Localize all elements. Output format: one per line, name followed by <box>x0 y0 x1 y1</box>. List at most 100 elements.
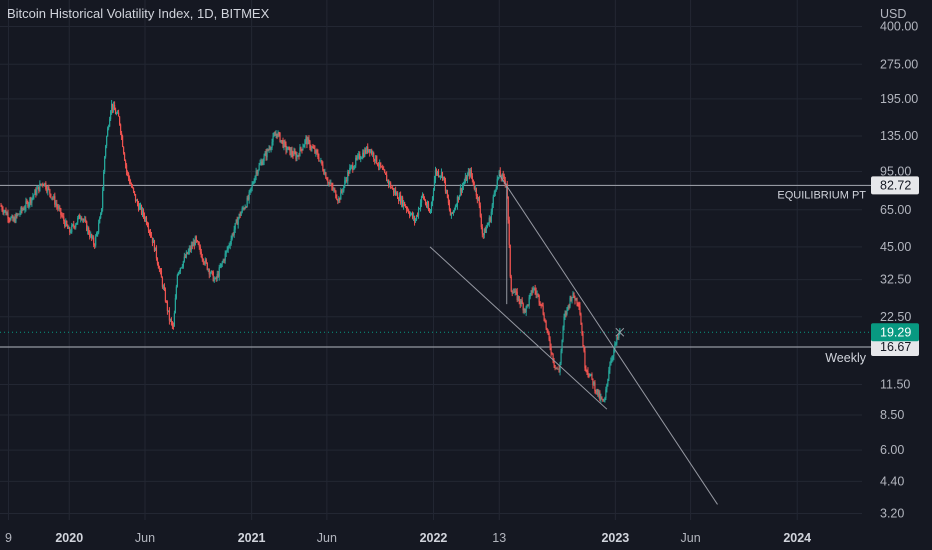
candle-body <box>22 209 24 211</box>
candle-body <box>573 292 575 298</box>
y-tick-label: 11.50 <box>880 377 910 391</box>
candle-body <box>336 197 338 200</box>
time-axis[interactable]: 9 2020 Jun 2021 Jun 2022 13 2023 Jun 2024 <box>5 531 811 545</box>
candle-body <box>563 316 565 328</box>
candle-body <box>496 178 498 188</box>
candle-body <box>516 291 518 301</box>
candle-body <box>268 148 270 151</box>
candle-body <box>12 216 14 221</box>
candle-body <box>312 146 314 148</box>
candle-body <box>596 388 598 392</box>
candle-body <box>236 219 238 225</box>
candle-body <box>452 210 455 214</box>
candle-body <box>527 304 529 306</box>
candle-body <box>82 219 84 221</box>
candle-body <box>183 256 185 262</box>
candle-body <box>96 232 98 237</box>
candle-body <box>154 247 157 251</box>
candle-body <box>202 259 204 263</box>
candle-body <box>137 204 140 210</box>
candle-body <box>390 182 392 188</box>
candle-body <box>396 192 398 195</box>
candle-body <box>308 138 310 142</box>
candle-body <box>171 322 173 326</box>
candle-body <box>430 202 433 212</box>
candle-body <box>560 350 562 364</box>
candle-body <box>611 358 613 361</box>
candle-body <box>153 240 156 251</box>
x-tick-label: Jun <box>317 531 337 545</box>
candle-body <box>465 176 467 181</box>
candle-body <box>542 305 544 315</box>
candle-body <box>401 197 404 207</box>
candle-body <box>597 388 599 396</box>
candle-body <box>449 209 452 216</box>
candle-body <box>291 150 293 155</box>
candle-body <box>159 269 162 271</box>
candle-body <box>272 136 274 142</box>
candle-body <box>246 197 248 208</box>
candle-body <box>3 210 5 213</box>
candle-body <box>222 259 224 263</box>
candle-body <box>259 163 261 165</box>
candle-body <box>493 192 495 197</box>
candle-body <box>106 136 108 146</box>
candle-body <box>492 196 494 205</box>
candle-body <box>524 308 526 313</box>
candle-body <box>138 206 141 210</box>
candle-body <box>410 213 413 214</box>
candle-body <box>233 229 235 235</box>
level-price-tag <box>871 338 919 357</box>
candle-body <box>421 194 424 197</box>
candle-body <box>287 147 289 150</box>
last-price-tag-label: 19.29 <box>880 325 911 339</box>
candle-body <box>231 234 233 239</box>
y-tick-label: 45.00 <box>880 240 911 254</box>
candle-body <box>147 226 150 231</box>
candle-body <box>125 165 128 172</box>
candle-body <box>264 152 266 156</box>
candle-body <box>568 305 570 307</box>
candle-body <box>199 246 201 252</box>
candle-body <box>311 146 313 149</box>
candle-body <box>41 183 43 186</box>
candle-body <box>335 190 337 198</box>
candle-body <box>482 233 484 236</box>
candle-body <box>146 223 149 227</box>
candle-body <box>497 177 499 179</box>
candle-body <box>357 155 359 159</box>
candle-body <box>62 215 64 217</box>
candle-body <box>549 339 551 348</box>
candle-body <box>595 391 597 392</box>
candle-body <box>614 343 616 350</box>
candle-body <box>95 236 97 246</box>
candle-body <box>543 314 545 321</box>
candle-body <box>609 365 611 371</box>
candle-body <box>537 294 539 296</box>
candle-body <box>539 302 541 305</box>
candle-body <box>11 216 13 218</box>
candle-body <box>572 292 574 298</box>
candle-body <box>301 148 303 151</box>
candle-body <box>459 188 461 196</box>
candle-body <box>587 370 589 375</box>
candle-body <box>310 148 312 149</box>
candle-body <box>323 170 325 175</box>
candle-body <box>200 251 202 258</box>
candle-body <box>198 244 200 247</box>
candle-body <box>5 210 7 215</box>
candle-body <box>157 263 160 269</box>
candle-body <box>385 172 387 175</box>
candle-body <box>581 324 583 334</box>
candle-body <box>464 176 466 183</box>
candle-body <box>540 304 542 306</box>
candle-body <box>56 203 58 207</box>
candle-body <box>116 112 119 114</box>
candle-body <box>40 183 42 186</box>
candle-body <box>448 202 451 210</box>
candle-body <box>461 186 463 192</box>
candle-body <box>349 167 351 174</box>
candle-body <box>279 133 281 142</box>
